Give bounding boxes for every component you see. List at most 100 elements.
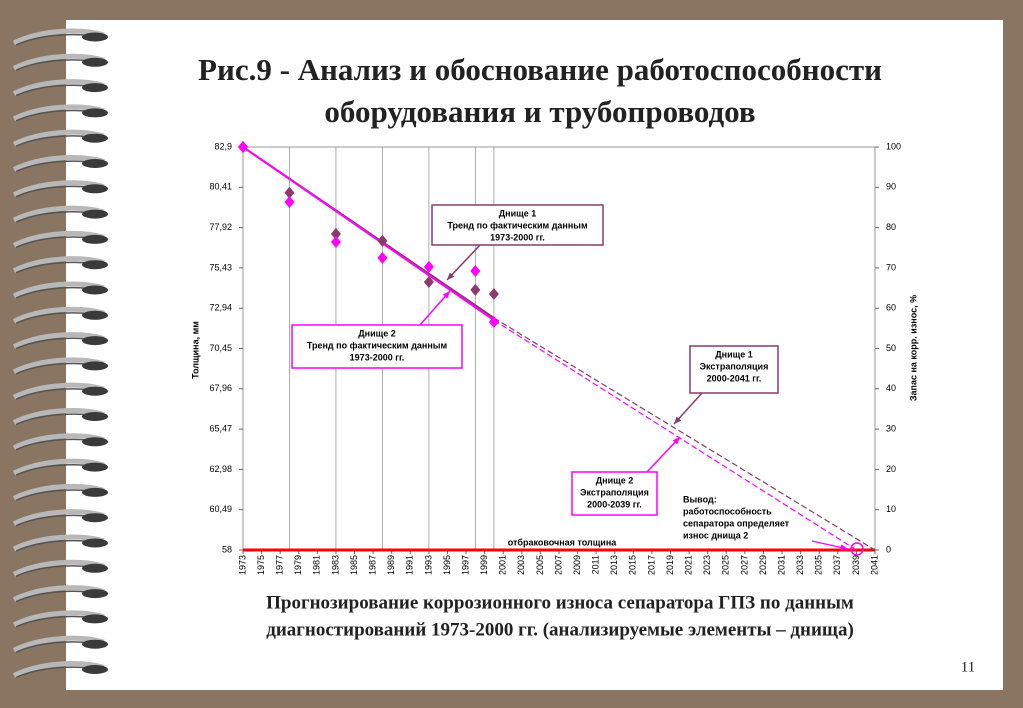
arrow-head — [672, 437, 680, 445]
caption: диагностирований 1973-2000 гг. (анализир… — [266, 619, 854, 640]
ring-hole — [82, 133, 108, 143]
x-tick-label: 2021 — [683, 555, 693, 575]
x-tick-label: 1985 — [349, 555, 359, 575]
x-tick-label: 2003 — [516, 555, 526, 575]
trend-line — [242, 146, 495, 322]
ring-hole — [82, 336, 108, 346]
x-tick-label: 1975 — [256, 555, 266, 575]
annotation-text: 1973-2000 гг. — [350, 352, 405, 362]
ring-hole — [82, 538, 108, 548]
data-point — [330, 227, 341, 240]
y-axis-label: Толщина, мм — [190, 321, 200, 379]
arrow-head — [674, 416, 682, 424]
data-point — [423, 260, 434, 273]
annotation-text: Экстраполяция — [700, 361, 769, 371]
x-tick-label: 1991 — [405, 555, 415, 575]
arrow — [419, 290, 451, 326]
x-tick-label: 1999 — [479, 555, 489, 575]
x-tick-label: 1981 — [312, 555, 322, 575]
highlight-circle — [850, 542, 864, 556]
data-point — [470, 283, 481, 296]
x-tick-label: 2023 — [702, 555, 712, 575]
data-point — [423, 275, 434, 288]
y2-tick-label: 70 — [886, 262, 896, 272]
ring-hole — [82, 83, 108, 93]
ring-hole — [82, 209, 108, 219]
y-tick-label: 80,41 — [209, 182, 232, 192]
x-tick-label: 1997 — [460, 555, 470, 575]
x-tick-label: 2019 — [665, 555, 675, 575]
y2-axis-label: Запас на корр. износ, % — [908, 295, 918, 401]
annotation-text: Днище 2 — [596, 475, 634, 485]
data-point — [488, 315, 499, 328]
conclusion-text: работоспособность — [683, 506, 772, 516]
ring-hole — [82, 234, 108, 244]
x-tick-label: 2027 — [739, 555, 749, 575]
annotation-text: Тренд по фактическим данным — [447, 220, 588, 230]
ring-hole — [82, 361, 108, 371]
annotation-text: Днище 1 — [715, 349, 753, 359]
x-tick-label: 2039 — [851, 555, 861, 575]
y2-tick-label: 0 — [886, 544, 891, 554]
x-tick-label: 1977 — [275, 555, 285, 575]
ring-hole — [82, 589, 108, 599]
data-point — [330, 236, 341, 249]
arrow — [446, 244, 481, 281]
data-point — [284, 186, 295, 199]
extrapolation-line — [493, 317, 876, 551]
ring-hole — [82, 386, 108, 396]
ring-hole — [82, 184, 108, 194]
y-tick-label: 72,94 — [209, 303, 232, 313]
arrow-head — [447, 272, 455, 280]
threshold-label: отбраковочная толщина — [508, 537, 618, 547]
annotation-text: 2000-2039 гг. — [587, 499, 642, 509]
y2-tick-label: 60 — [886, 303, 896, 313]
ring-hole — [82, 159, 108, 168]
annotation-text: Днище 1 — [499, 208, 537, 218]
annotation-text: Тренд по фактическим данным — [307, 340, 448, 350]
x-tick-label: 1989 — [386, 555, 396, 575]
y2-tick-label: 20 — [886, 464, 896, 474]
x-tick-label: 2011 — [591, 555, 601, 574]
data-point — [238, 141, 248, 153]
ring-hole — [82, 487, 108, 497]
x-tick-label: 2005 — [535, 555, 545, 575]
ring-hole — [82, 57, 108, 67]
x-tick-label: 2035 — [814, 555, 824, 575]
x-tick-label: 2007 — [553, 555, 563, 575]
x-tick-label: 2017 — [646, 555, 656, 575]
conclusion-text: Вывод: — [683, 494, 717, 504]
x-tick-label: 2031 — [776, 555, 786, 575]
slide-title: Рис.9 - Анализ и обоснование работоспосо… — [198, 52, 882, 87]
ring-hole — [82, 462, 108, 472]
y-tick-label: 75,43 — [209, 262, 232, 272]
data-point — [470, 264, 481, 277]
slide-title: оборудования и трубопроводов — [324, 94, 755, 129]
annotation-text: Экстраполяция — [580, 487, 649, 497]
ring-hole — [82, 285, 108, 295]
conclusion-text: износ днища 2 — [683, 530, 748, 540]
y-tick-label: 67,96 — [209, 383, 232, 393]
annotation-text: Днище 2 — [358, 328, 396, 338]
y2-tick-label: 50 — [886, 343, 896, 353]
annotation-box — [291, 324, 463, 369]
data-point — [377, 251, 388, 264]
ring-hole — [82, 412, 108, 421]
x-tick-label: 2001 — [498, 555, 508, 575]
y2-tick-label: 90 — [886, 182, 896, 192]
annotation-box — [689, 345, 779, 394]
annotation-box — [571, 471, 658, 516]
x-tick-label: 2009 — [572, 555, 582, 575]
ring-hole — [82, 614, 108, 624]
x-tick-label: 2033 — [795, 555, 805, 575]
y-tick-label: 58 — [222, 544, 232, 554]
x-tick-label: 2037 — [832, 555, 842, 575]
ring-hole — [82, 310, 108, 320]
y2-tick-label: 80 — [886, 222, 896, 232]
data-point — [284, 196, 295, 209]
arrow-head — [840, 544, 848, 551]
ring-hole — [82, 260, 108, 270]
arrow — [646, 436, 681, 473]
ring-hole — [82, 513, 108, 523]
